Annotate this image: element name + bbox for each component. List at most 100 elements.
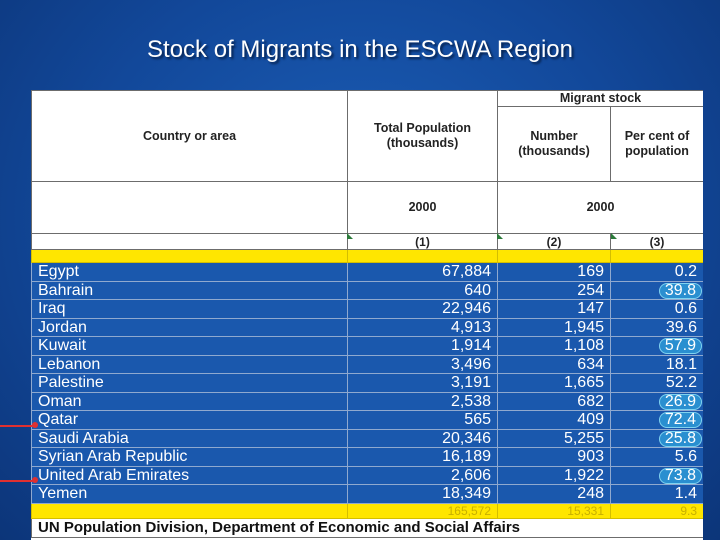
country-cell: Lebanon	[31, 354, 348, 374]
country-cell: Bahrain	[31, 280, 348, 300]
population-cell: 2,606	[347, 465, 498, 485]
total-population: 165,572	[347, 502, 498, 519]
corner-marker	[347, 233, 353, 239]
country-cell: Kuwait	[31, 336, 348, 356]
percent-cell: 52.2	[609, 373, 703, 393]
highlight-circle: 25.8	[658, 430, 703, 447]
header-year-migrant: 2000	[496, 181, 703, 234]
table-row: Yemen 18,349 248 1.4	[31, 484, 703, 504]
header-country: Country or area	[31, 90, 348, 182]
country-cell: Oman	[31, 391, 348, 411]
table-row: Qatar 565 409 72.4	[31, 410, 703, 430]
percent-cell: 73.8	[609, 465, 703, 485]
source-note: UN Population Division, Department of Ec…	[31, 517, 703, 538]
population-cell: 4,913	[347, 317, 498, 337]
page-title: Stock of Migrants in the ESCWA Region	[147, 36, 573, 63]
percent-value: 1.4	[674, 485, 698, 503]
population-cell: 565	[347, 410, 498, 430]
highlight-circle: 26.9	[658, 393, 703, 410]
table-row: Saudi Arabia 20,346 5,255 25.8	[31, 428, 703, 448]
colnum-blank	[31, 233, 348, 250]
percent-cell: 1.4	[609, 484, 703, 504]
number-cell: 147	[497, 299, 611, 319]
population-cell: 640	[347, 280, 498, 300]
population-cell: 22,946	[347, 299, 498, 319]
percent-cell: 18.1	[609, 354, 703, 374]
header-migrant-stock: Migrant stock	[496, 90, 703, 107]
country-cell: Syrian Arab Republic	[31, 447, 348, 467]
percent-value: 0.6	[674, 300, 698, 318]
number-cell: 169	[497, 262, 611, 282]
country-cell: Jordan	[31, 317, 348, 337]
percent-value: 5.6	[674, 448, 698, 466]
number-cell: 248	[497, 484, 611, 504]
population-cell: 16,189	[347, 447, 498, 467]
percent-cell: 57.9	[609, 336, 703, 356]
percent-cell: 0.6	[609, 299, 703, 319]
total-number: 15,331	[497, 502, 611, 519]
population-cell: 2,538	[347, 391, 498, 411]
totals-blank	[31, 502, 348, 519]
population-cell: 18,349	[347, 484, 498, 504]
migrants-table-grid: Country or area Total Population (thousa…	[31, 90, 703, 538]
number-cell: 1,922	[497, 465, 611, 485]
percent-cell: 5.6	[609, 447, 703, 467]
number-cell: 682	[497, 391, 611, 411]
source-row: UN Population Division, Department of Ec…	[31, 517, 703, 538]
population-cell: 20,346	[347, 428, 498, 448]
header-number: Number (thousands)	[497, 106, 611, 182]
percent-cell: 0.2	[609, 262, 703, 282]
number-cell: 1,665	[497, 373, 611, 393]
highlight-circle: 72.4	[658, 412, 703, 429]
country-cell: Yemen	[31, 484, 348, 504]
number-cell: 254	[497, 280, 611, 300]
table-row: Oman 2,538 682 26.9	[31, 391, 703, 411]
qatar-arrow	[0, 422, 38, 428]
highlight-circle: 57.9	[658, 338, 703, 355]
percent-value: 0.2	[674, 263, 698, 281]
number-cell: 5,255	[497, 428, 611, 448]
uae-arrow	[0, 477, 38, 483]
number-cell: 1,945	[497, 317, 611, 337]
colnum-3: (3)	[609, 233, 703, 250]
population-cell: 3,496	[347, 354, 498, 374]
country-cell: Qatar	[31, 410, 348, 430]
table-row: Syrian Arab Republic 16,189 903 5.6	[31, 447, 703, 467]
country-cell: Palestine	[31, 373, 348, 393]
table-row: Bahrain 640 254 39.8	[31, 280, 703, 300]
colnum-2: (2)	[497, 233, 611, 250]
colnum-1: (1)	[347, 233, 498, 250]
data-rows: Egypt 67,884 169 0.2 Bahrain 640 254 39.8 Iraq 22…	[31, 262, 703, 504]
country-cell: Saudi Arabia	[31, 428, 348, 448]
country-cell: Iraq	[31, 299, 348, 319]
table-row: Lebanon 3,496 634 18.1	[31, 354, 703, 374]
migrants-table: Country or area Total Population (thousa…	[31, 90, 703, 540]
population-cell: 3,191	[347, 373, 498, 393]
number-cell: 903	[497, 447, 611, 467]
population-cell: 1,914	[347, 336, 498, 356]
table-row: Jordan 4,913 1,945 39.6	[31, 317, 703, 337]
totals-row: 165,572 15,331 9.3	[31, 502, 703, 519]
corner-marker	[611, 233, 617, 239]
number-cell: 634	[497, 354, 611, 374]
percent-cell: 39.8	[609, 280, 703, 300]
table-row: Palestine 3,191 1,665 52.2	[31, 373, 703, 393]
country-cell: Egypt	[31, 262, 348, 282]
header-per-cent: Per cent of population	[609, 106, 703, 182]
percent-value: 18.1	[665, 355, 698, 373]
table-row: Iraq 22,946 147 0.6	[31, 299, 703, 319]
corner-marker	[497, 233, 503, 239]
country-cell: United Arab Emirates	[31, 465, 348, 485]
table-row: United Arab Emirates 2,606 1,922 73.8	[31, 465, 703, 485]
percent-cell: 25.8	[609, 428, 703, 448]
percent-cell: 39.6	[609, 317, 703, 337]
yellow-band	[31, 249, 703, 263]
number-cell: 1,108	[497, 336, 611, 356]
header-total-population: Total Population (thousands)	[347, 90, 498, 182]
percent-cell: 72.4	[609, 410, 703, 430]
population-cell: 67,884	[347, 262, 498, 282]
highlight-circle: 39.8	[658, 282, 703, 299]
table-row: Kuwait 1,914 1,108 57.9	[31, 336, 703, 356]
header-year-total: 2000	[347, 181, 498, 234]
number-cell: 409	[497, 410, 611, 430]
